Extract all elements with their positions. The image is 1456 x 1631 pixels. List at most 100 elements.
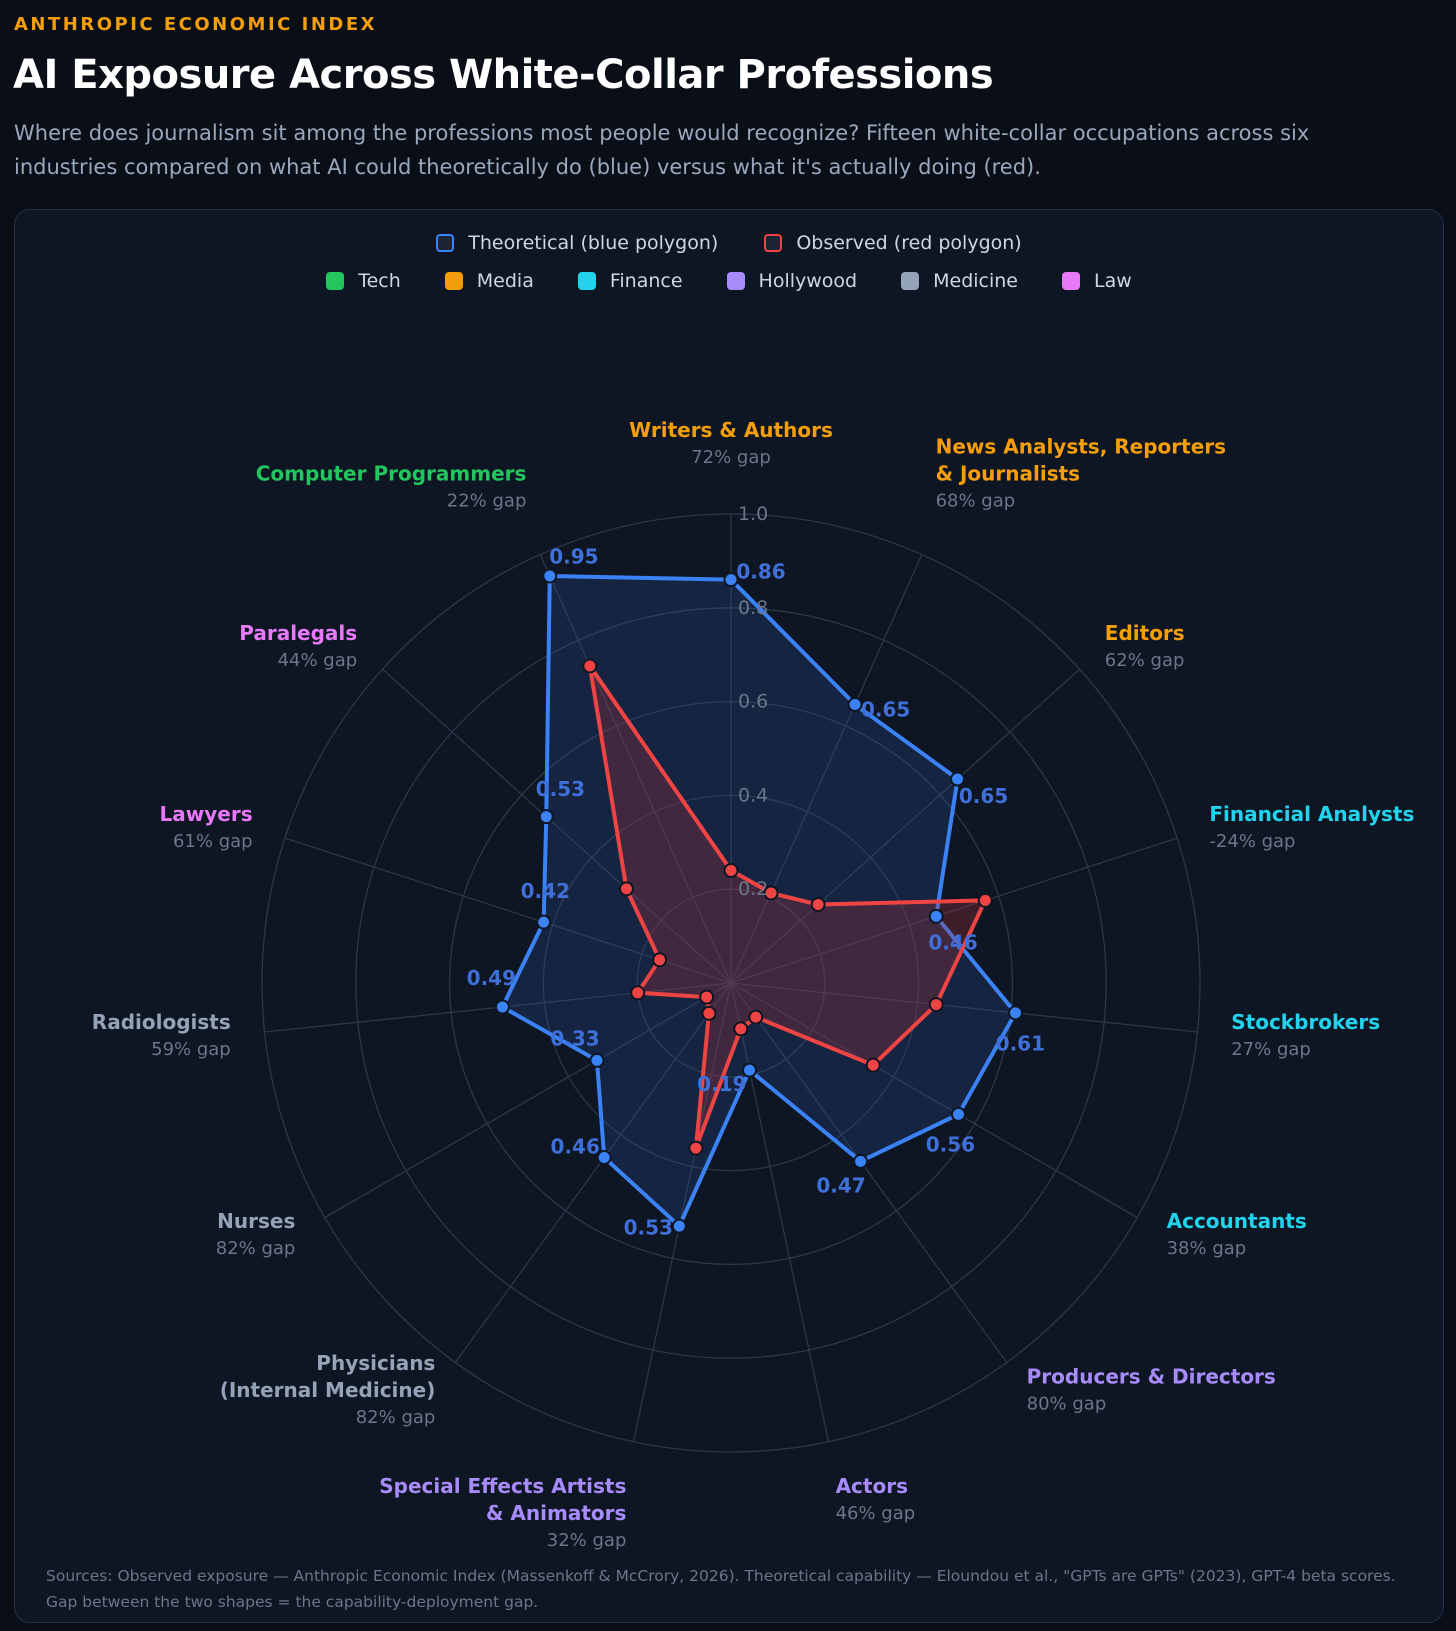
observed-point [618, 881, 634, 897]
axis-label: Physicians [316, 1351, 435, 1375]
axis-label: Lawyers [160, 802, 253, 826]
axis-label: (Internal Medicine) [220, 1378, 436, 1402]
observed-point [865, 1057, 881, 1073]
legend-finance-label: Finance [609, 270, 683, 292]
axis-label: & Journalists [936, 461, 1081, 485]
axis-label: Producers & Directors [1027, 1364, 1276, 1388]
theoretical-value-label: 0.65 [861, 697, 910, 721]
axis-gap-label: 72% gap [691, 447, 771, 468]
legend-observed: Observed (red polygon) [764, 232, 1022, 254]
theoretical-point [950, 1106, 966, 1122]
legend-tech-swatch [326, 272, 345, 290]
theoretical-point [589, 1052, 605, 1068]
axis-label: Accountants [1167, 1209, 1307, 1233]
theoretical-value-label: 0.86 [736, 560, 785, 584]
radar-grid [261, 513, 1201, 1453]
radial-tick-label: 0.2 [738, 878, 768, 900]
legend-theoretical-label: Theoretical (blue polygon) [468, 232, 719, 254]
axis-gap-label: 38% gap [1167, 1238, 1247, 1259]
axis-gap-label: 46% gap [836, 1503, 916, 1524]
theoretical-point [1008, 1005, 1024, 1021]
observed-point [977, 892, 993, 908]
axis-gap-label: 80% gap [1027, 1393, 1107, 1414]
theoretical-value-label: 0.42 [521, 879, 570, 903]
legend-hollywood-label: Hollywood [758, 270, 858, 292]
radial-tick-label: 0.8 [738, 597, 768, 619]
axis-spoke [539, 554, 732, 984]
axis-gap-label: 82% gap [216, 1238, 296, 1259]
theoretical-value-label: 0.33 [550, 1026, 599, 1050]
theoretical-point [671, 1218, 687, 1234]
theoretical-point [928, 908, 944, 924]
observed-point [699, 989, 715, 1005]
legend-tech-label: Tech [358, 270, 401, 292]
sources-note: Sources: Observed exposure — Anthropic E… [46, 1567, 1396, 1611]
observed-point [701, 1005, 717, 1021]
radar-series [494, 568, 1024, 1234]
radial-tick-label: 1.0 [738, 503, 768, 525]
axis-label: Editors [1105, 621, 1185, 645]
axis-label: Special Effects Artists [379, 1474, 626, 1498]
axis-label: Actors [836, 1474, 908, 1498]
legend-law-label: Law [1094, 270, 1132, 292]
theoretical-point [742, 1062, 758, 1078]
axis-label: Stockbrokers [1231, 1010, 1380, 1034]
theoretical-value-label: 0.46 [551, 1134, 600, 1158]
observed-point [928, 997, 944, 1013]
legend-medicine-swatch [901, 272, 920, 290]
theoretical-value-label: 0.65 [959, 784, 1008, 808]
eyebrow: ANTHROPIC ECONOMIC INDEX [14, 14, 378, 35]
observed-point [688, 1140, 704, 1156]
legend-medicine-label: Medicine [933, 270, 1018, 292]
theoretical-value-label: 0.46 [928, 930, 977, 954]
axis-spoke [730, 554, 923, 984]
series-legend: Theoretical (blue polygon) Observed (red… [15, 232, 1443, 254]
legend-theoretical-swatch [436, 234, 455, 252]
page-title: AI Exposure Across White-Collar Professi… [13, 52, 994, 98]
legend-industry-finance: Finance [577, 270, 683, 292]
theoretical-value-label: 0.56 [926, 1132, 975, 1156]
axis-gap-label: 27% gap [1231, 1039, 1311, 1060]
axis-gap-label: 68% gap [936, 490, 1016, 511]
axis-gap-label: 62% gap [1105, 650, 1185, 671]
axis-gap-label: 22% gap [447, 490, 527, 511]
observed-point [733, 1021, 749, 1037]
legend-law-swatch [1062, 272, 1080, 290]
axis-label: Nurses [217, 1209, 295, 1233]
axis-gap-label: -24% gap [1209, 831, 1295, 852]
observed-point [810, 897, 826, 913]
theoretical-polygon [500, 573, 1018, 1229]
legend-media-label: Media [476, 270, 534, 292]
axis-label: Radiologists [92, 1010, 231, 1034]
axis-label: & Animators [486, 1501, 626, 1525]
radial-tick-label: 0.6 [738, 691, 768, 713]
theoretical-value-label: 0.53 [536, 777, 585, 801]
axis-label: Writers & Authors [629, 418, 833, 442]
legend-media-swatch [444, 272, 463, 290]
radial-tick-label: 0.4 [738, 784, 768, 806]
axis-spoke [324, 982, 732, 1219]
observed-point [763, 885, 779, 901]
theoretical-point [950, 771, 966, 787]
axis-label: Computer Programmers [256, 461, 527, 485]
axis-spoke [730, 982, 1008, 1363]
theoretical-value-label: 0.95 [549, 544, 598, 568]
industry-legend: Tech Media Finance Hollywood Medicine La… [15, 270, 1443, 292]
axis-label: Financial Analysts [1209, 802, 1414, 826]
legend-industry-hollywood: Hollywood [726, 270, 858, 292]
theoretical-value-label: 0.19 [697, 1072, 746, 1096]
theoretical-value-label: 0.47 [816, 1173, 865, 1197]
axis-spoke [454, 982, 732, 1363]
theoretical-point [596, 1150, 612, 1166]
axis-gap-label: 32% gap [547, 1530, 627, 1551]
axis-spoke [730, 982, 830, 1442]
axis-gap-label: 82% gap [356, 1407, 436, 1428]
legend-observed-label: Observed (red polygon) [796, 232, 1022, 254]
radar-labels: 0.2 0.4 0.6 0.8 1.0 0.86 0.65 0.65 0.46 0.61 0.56 0… [92, 418, 1415, 1551]
legend-hollywood-swatch [726, 272, 745, 290]
legend-industry-medicine: Medicine [901, 270, 1018, 292]
theoretical-point [536, 914, 552, 930]
chart-panel: Theoretical (blue polygon) Observed (red… [14, 209, 1444, 1623]
observed-point [723, 862, 739, 878]
